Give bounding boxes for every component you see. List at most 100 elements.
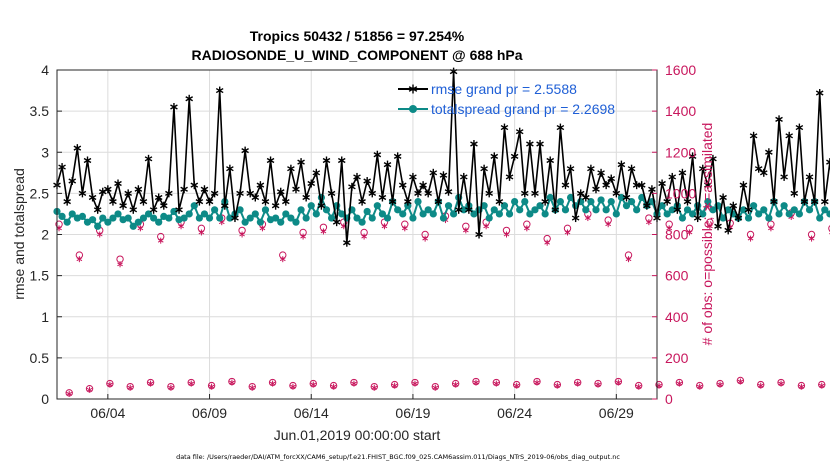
obs-assimilated-point <box>96 231 103 238</box>
rmse-point <box>556 123 565 132</box>
rmse-point-core <box>635 183 639 187</box>
totalspread-point <box>500 202 509 210</box>
obs-assimilated-point <box>564 229 571 236</box>
totalspread-point <box>597 196 605 204</box>
rmse-point-core <box>477 233 481 236</box>
rmse-point-core <box>803 200 806 204</box>
obs-assimilated-stroke <box>147 381 154 386</box>
totalspread-point <box>114 210 122 218</box>
obs-assimilated-point <box>798 383 805 390</box>
totalspread-point <box>816 214 824 222</box>
totalspread-point <box>744 214 753 222</box>
obs-assimilated-stroke <box>279 257 286 262</box>
rmse-point-core <box>574 216 578 220</box>
obs-assimilated-point <box>147 380 154 387</box>
totalspread-point <box>587 198 595 206</box>
obs-assimilated-stroke <box>513 383 520 388</box>
rmse-point <box>541 197 549 206</box>
obs-assimilated-point <box>625 256 632 263</box>
rmse-point-core <box>330 191 333 195</box>
rmse-point <box>607 174 616 183</box>
obs-assimilated-stroke <box>696 384 703 389</box>
rmse-point <box>561 181 570 190</box>
rmse-point <box>820 197 829 206</box>
rmse-point <box>185 94 194 103</box>
rmse-point <box>104 185 112 194</box>
totalspread-point <box>760 206 768 214</box>
totalspread-point <box>490 206 498 214</box>
totalspread-point <box>241 218 249 226</box>
grid <box>57 69 657 400</box>
rmse-point <box>154 193 163 202</box>
rmse-point-core <box>813 200 817 204</box>
rmse-point <box>444 187 453 196</box>
rmse-point-core <box>197 200 201 204</box>
rmse-point-core <box>757 167 761 171</box>
legend-rmse-star-core <box>411 87 415 91</box>
rmse-point-core <box>208 200 211 204</box>
totalspread-point <box>99 214 107 222</box>
rmse-point-core <box>406 200 410 204</box>
rmse-point-core <box>716 224 720 228</box>
rmse-point-core <box>182 187 186 191</box>
rmse-point-core <box>152 208 156 212</box>
data-file-footnote: data file: /Users/raeder/DAI/ATM_forcXX/… <box>176 453 620 461</box>
rmse-point <box>337 156 346 165</box>
obs-assimilated-stroke <box>401 226 408 231</box>
obs-assimilated-stroke <box>686 230 693 235</box>
obs-assimilated-point <box>554 382 561 389</box>
rmse-point-core <box>462 175 466 179</box>
rmse-point <box>332 218 341 227</box>
rmse-point <box>159 201 168 210</box>
rmse-point-core <box>609 177 613 180</box>
obs-assimilated-stroke <box>249 385 256 390</box>
rmse-point <box>683 197 692 206</box>
rmse-point <box>704 181 712 190</box>
legend-spread-marker <box>409 105 417 113</box>
rmse-point-core <box>314 171 318 175</box>
series-lines <box>53 67 830 247</box>
rmse-point <box>220 201 229 210</box>
rmse-point-core <box>457 208 461 212</box>
rmse-point <box>643 201 651 210</box>
totalspread-point <box>495 210 503 218</box>
rmse-point <box>236 189 244 198</box>
rmse-point-core <box>543 200 547 204</box>
rmse-point <box>531 189 539 198</box>
totalspread-point <box>612 210 620 218</box>
totalspread-point <box>516 206 524 214</box>
obs-assimilated-stroke <box>259 226 266 231</box>
rmse-point-core <box>370 191 374 195</box>
totalspread-point <box>765 214 773 222</box>
totalspread-point <box>338 210 346 218</box>
x-tick-label: 06/24 <box>497 405 532 421</box>
rmse-point-core <box>81 191 84 195</box>
rmse-point <box>134 185 143 194</box>
rmse-point <box>622 193 631 202</box>
rmse-point <box>465 205 473 214</box>
rmse-point <box>454 205 463 214</box>
rmse-point <box>770 197 778 206</box>
obs-assimilated-stroke <box>503 232 510 237</box>
obs-assimilated-stroke <box>666 226 673 231</box>
rmse-point-core <box>752 134 756 138</box>
obs-assimilated-point <box>646 219 652 226</box>
rmse-point <box>271 201 280 210</box>
rmse-point-core <box>121 204 125 208</box>
rmse-point <box>109 197 117 206</box>
rmse-point <box>251 193 260 202</box>
rmse-point-core <box>269 159 272 162</box>
rmse-point <box>129 205 138 214</box>
totalspread-point <box>246 214 254 222</box>
rmse-point <box>795 123 804 132</box>
legend-rmse-label: rmse grand pr = 2.5588 <box>431 81 577 97</box>
rmse-point-core <box>289 167 293 171</box>
rmse-point <box>175 205 183 214</box>
rmse-point-core <box>492 154 496 158</box>
rmse-point <box>495 197 504 206</box>
totalspread-point <box>88 216 97 224</box>
rmse-point <box>693 214 702 223</box>
obs-assimilated-stroke <box>737 379 744 384</box>
obs-assimilated-stroke <box>168 385 174 390</box>
obs-assimilated-point <box>523 225 530 232</box>
